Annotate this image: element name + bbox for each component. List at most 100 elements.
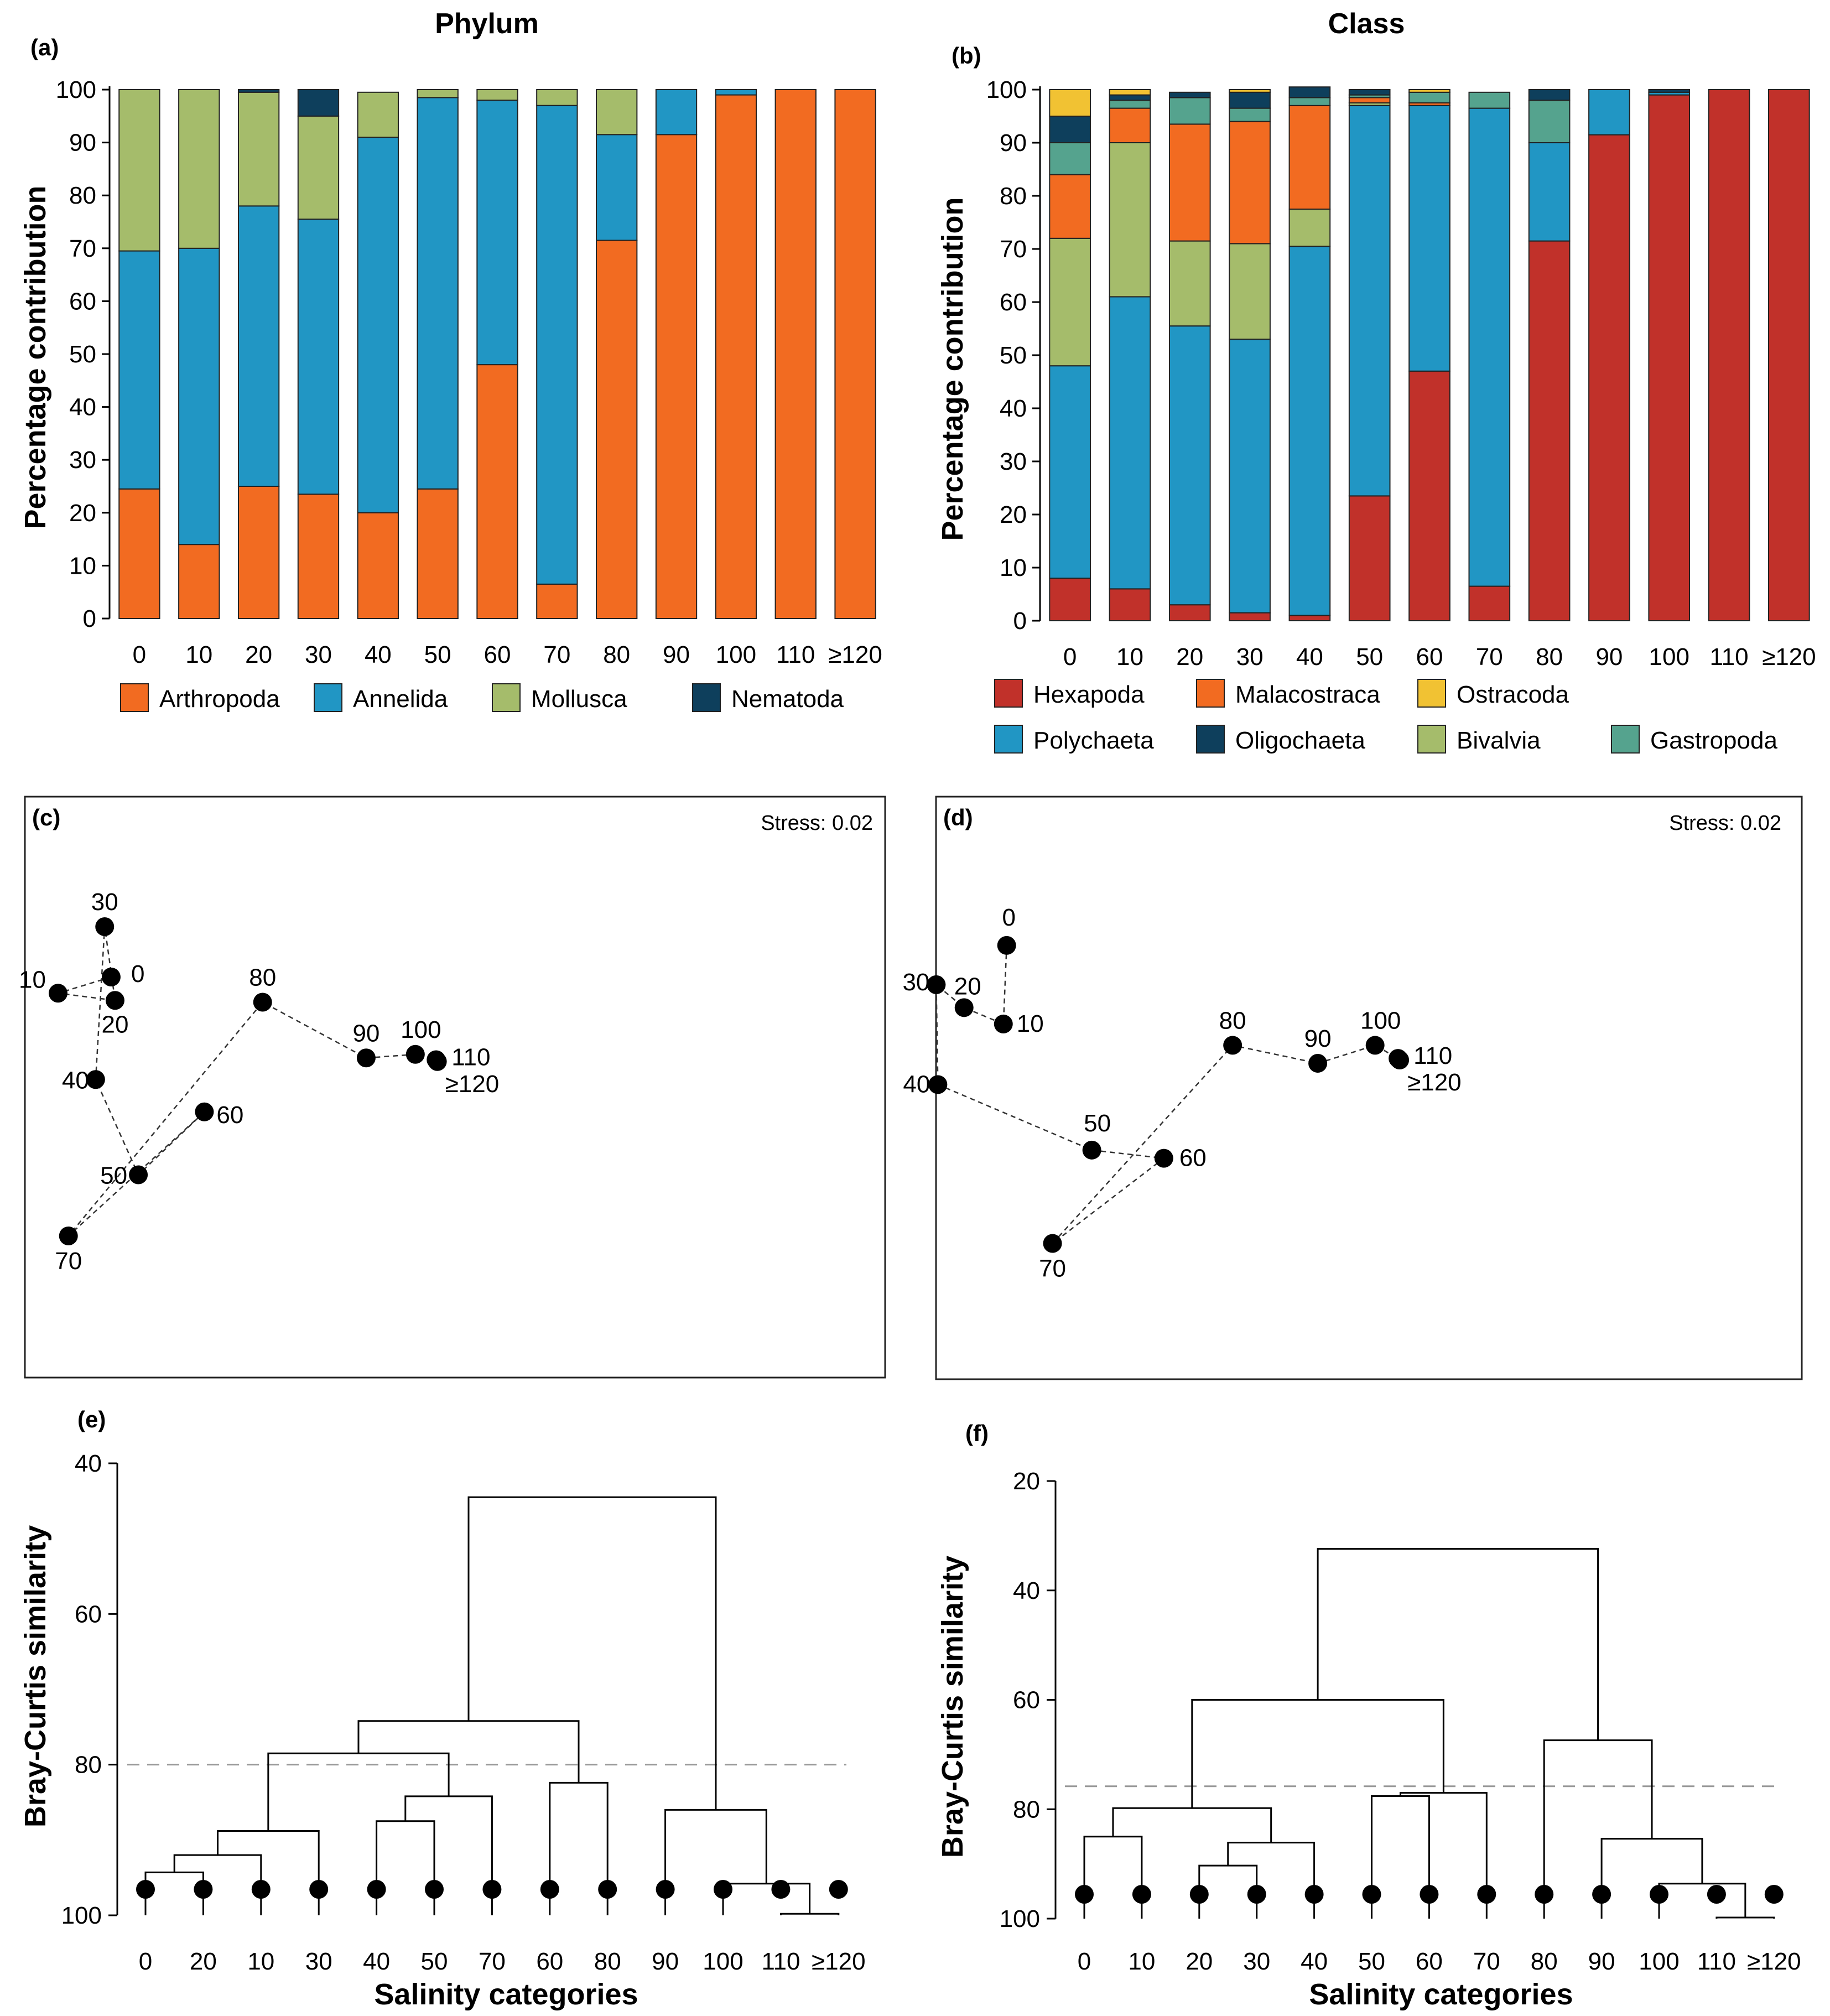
dendrogram-link — [1191, 1699, 1444, 1809]
leaf-label: 10 — [247, 1948, 274, 1975]
x-tick-label: 0 — [1063, 643, 1077, 671]
bar-segment-ostracoda — [1049, 89, 1091, 117]
bar-segment-arthropoda — [596, 240, 638, 619]
point-label: 80 — [249, 964, 276, 991]
bar-segment-bivalvia — [1168, 240, 1211, 327]
legend-swatch — [1417, 679, 1446, 708]
bar-segment-bivalvia — [1109, 142, 1151, 298]
y-tick-label: 40 — [1013, 1577, 1040, 1604]
bar-segment-arthropoda — [655, 134, 698, 619]
point-label: 40 — [903, 1071, 930, 1098]
bar-segment-hexapoda — [1528, 240, 1571, 622]
legend-entry: Mollusca — [531, 685, 627, 713]
bar-segment-annelida — [297, 219, 340, 495]
bar-segment-hexapoda — [1288, 615, 1331, 622]
bar-segment-nematoda — [237, 89, 280, 93]
ordination-point — [1365, 1036, 1385, 1055]
bar-segment-oligochaeta — [1648, 89, 1691, 93]
bar-segment-gastropoda — [1288, 97, 1331, 106]
dendrogram-link — [1317, 1548, 1599, 1740]
bar-segment-annelida — [417, 97, 459, 490]
leaf-point — [656, 1880, 675, 1899]
ordination-point — [49, 984, 67, 1003]
leaf-label: 50 — [1358, 1948, 1385, 1975]
x-tick-label: 60 — [1416, 643, 1443, 671]
leaf-point — [1075, 1885, 1094, 1904]
point-label: 0 — [1002, 904, 1015, 931]
bar-segment-annelida — [178, 247, 220, 545]
panel-f-dendrogram-class: (f) Bray-Curtis similarity Salinity cate… — [936, 1420, 1801, 2011]
bar-segment-arthropoda — [178, 544, 220, 619]
bar-segment-mollusca — [417, 89, 459, 98]
x-tick-label: 80 — [603, 641, 630, 668]
x-tick-label: 20 — [1176, 643, 1203, 671]
dendrogram-link — [1658, 1883, 1746, 1919]
dendrogram-link — [1600, 1838, 1703, 1919]
bar-segment-annelida — [237, 205, 280, 487]
leaf-label: 80 — [594, 1948, 621, 1975]
leaf-point — [1189, 1885, 1209, 1904]
y-tick-label: 60 — [1013, 1687, 1040, 1714]
y-tick-label: 50 — [69, 341, 96, 368]
legend-swatch — [314, 683, 342, 712]
bar-segment-annelida — [715, 89, 757, 96]
leaf-point — [829, 1880, 848, 1899]
panel-b-letter: (b) — [952, 43, 981, 69]
leaf-point — [251, 1880, 271, 1899]
dendrogram-link — [376, 1820, 435, 1915]
legend-entry: Annelida — [353, 685, 448, 713]
bar-segment-polychaeta — [1528, 142, 1571, 242]
panel-b-title: Class — [1328, 8, 1405, 40]
trajectory-line — [935, 945, 1400, 1244]
y-tick-label: 40 — [75, 1450, 102, 1477]
legend-entry: Malacostraca — [1235, 681, 1380, 708]
point-label: 90 — [1304, 1025, 1332, 1052]
bar-segment-oligochaeta — [1109, 94, 1151, 101]
panel-c-letter: (c) — [32, 804, 60, 830]
x-tick-label: 100 — [1649, 643, 1689, 671]
ordination-point — [253, 993, 272, 1012]
leaf-label: 70 — [479, 1948, 506, 1975]
x-tick-label: 80 — [1536, 643, 1563, 671]
bar-segment-hexapoda — [1408, 370, 1451, 621]
bar-segment-nematoda — [297, 89, 340, 117]
bar-segment-annelida — [357, 137, 399, 513]
bar-segment-gastropoda — [1109, 100, 1151, 109]
leaf-point — [540, 1880, 559, 1899]
bar-segment-hexapoda — [1768, 89, 1810, 621]
leaf-label: 100 — [1639, 1948, 1679, 1975]
point-label: 50 — [1084, 1110, 1111, 1137]
dendrogram-link — [664, 1809, 767, 1915]
leaf-label: 0 — [139, 1948, 152, 1975]
point-label: 30 — [91, 889, 118, 916]
leaf-label: 20 — [190, 1948, 217, 1975]
point-label: 110 — [1413, 1042, 1452, 1069]
ordination-point — [129, 1165, 148, 1184]
bar-segment-mollusca — [237, 91, 280, 207]
bar-segment-arthropoda — [237, 486, 280, 619]
bar-segment-arthropoda — [417, 488, 459, 620]
ordination-point — [356, 1048, 376, 1068]
legend-swatch — [1196, 725, 1225, 754]
point-label: 60 — [216, 1101, 243, 1129]
x-tick-label: 0 — [133, 641, 146, 668]
bar-segment-arthropoda — [834, 89, 876, 619]
bar-segment-malacostraca — [1109, 107, 1151, 144]
leaf-point — [425, 1880, 444, 1899]
y-tick-label: 10 — [1000, 554, 1027, 581]
y-tick-label: 100 — [56, 76, 96, 103]
panel-b-class-bar-chart: Class (b) Percentage contribution 0 10 20 3… — [936, 8, 1816, 754]
point-label: ≥120 — [1407, 1069, 1462, 1096]
bar-segment-hexapoda — [1708, 89, 1750, 621]
y-tick-label: 100 — [1000, 1905, 1040, 1932]
bar-segment-polychaeta — [1408, 105, 1451, 372]
point-label: 100 — [401, 1016, 441, 1043]
ordination-point — [1390, 1051, 1410, 1070]
ordination-point — [195, 1102, 214, 1121]
bar-segment-oligochaeta — [1348, 89, 1391, 96]
panel-e-letter: (e) — [77, 1406, 106, 1432]
bar-segment-bivalvia — [1229, 243, 1271, 340]
y-tick-label: 20 — [1000, 501, 1027, 528]
leaf-point — [1592, 1885, 1611, 1904]
ordination-point — [994, 1014, 1013, 1033]
